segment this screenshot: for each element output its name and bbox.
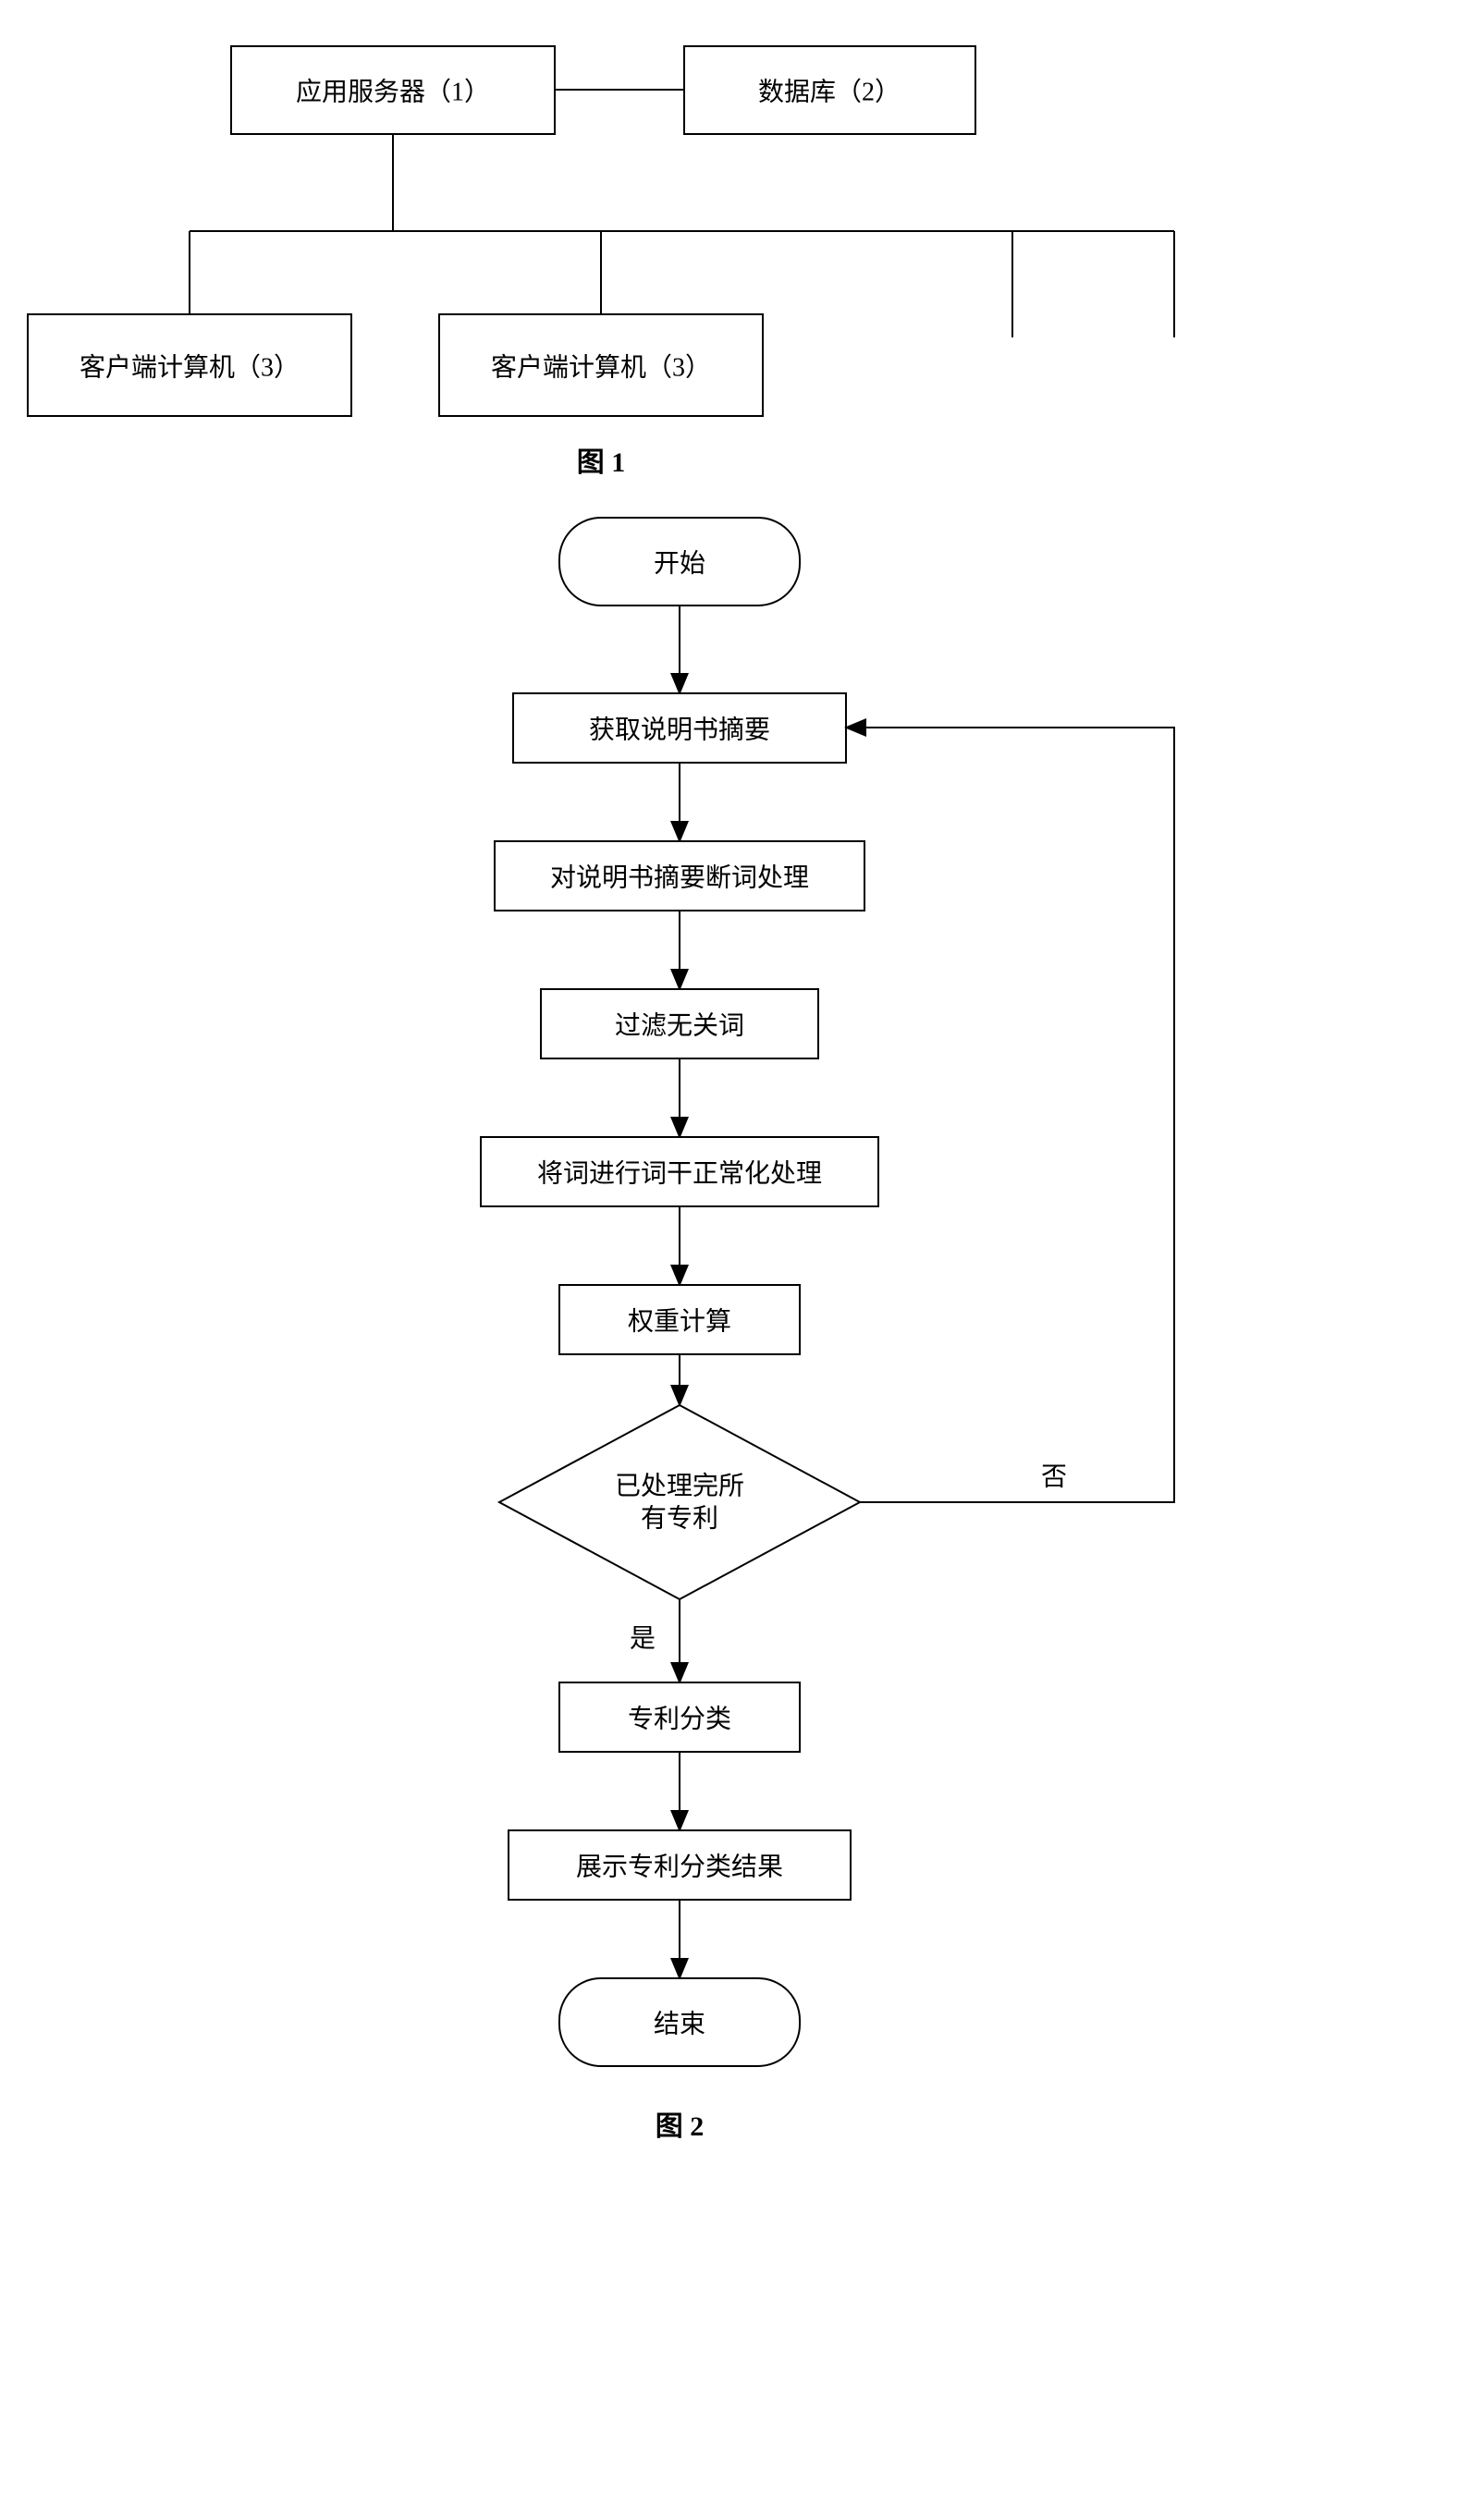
node-end-label: 结束 <box>654 2009 705 2038</box>
label-no: 否 <box>1041 1462 1067 1491</box>
node-d1-label1: 已处理完所 <box>615 1471 744 1500</box>
node-client2-label: 客户端计算机（3） <box>491 352 711 382</box>
node-s5-label: 权重计算 <box>628 1306 731 1336</box>
node-client1-label: 客户端计算机（3） <box>80 352 300 382</box>
figure1-caption: 图 1 <box>577 447 626 478</box>
node-s2-label: 对说明书摘要断词处理 <box>550 862 809 892</box>
node-start-label: 开始 <box>654 548 705 578</box>
figure1-svg: 应用服务器（1） 数据库（2） 客户端计算机（3） 客户端计算机（3） 图 1 <box>18 18 1220 499</box>
figure2-svg: 开始 获取说明书摘要 对说明书摘要断词处理 过滤无关词 将词进行词干正常化处理 … <box>111 499 1313 2182</box>
node-d1 <box>499 1405 860 1599</box>
label-yes: 是 <box>630 1624 656 1653</box>
node-s7-label: 展示专利分类结果 <box>576 1852 783 1881</box>
figure2-caption: 图 2 <box>656 2111 705 2142</box>
node-s4-label: 将词进行词干正常化处理 <box>537 1158 822 1188</box>
edge-d1-loop <box>846 728 1174 1502</box>
node-d1-label2: 有专利 <box>641 1503 718 1533</box>
node-app-server-label: 应用服务器（1） <box>296 77 490 106</box>
page-container: 应用服务器（1） 数据库（2） 客户端计算机（3） 客户端计算机（3） 图 1 <box>18 18 1471 2182</box>
node-database-label: 数据库（2） <box>758 77 901 106</box>
node-s6-label: 专利分类 <box>628 1704 731 1733</box>
node-s1-label: 获取说明书摘要 <box>589 715 770 744</box>
node-s3-label: 过滤无关词 <box>615 1010 744 1040</box>
